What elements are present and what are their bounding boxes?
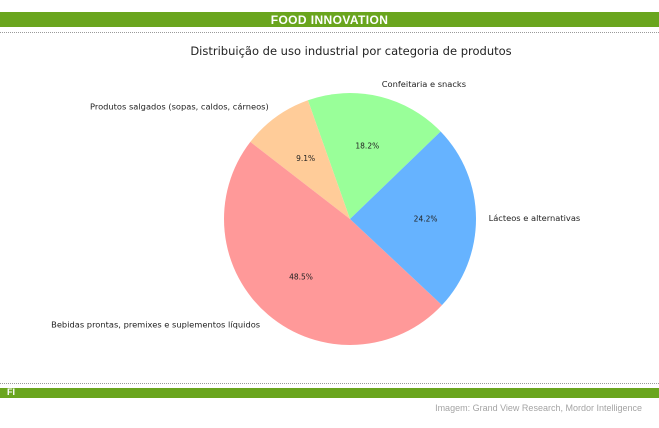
pie-chart: Distribuição de uso industrial por categ… bbox=[51, 44, 581, 346]
slice-category-label: Confeitaria e snacks bbox=[382, 79, 466, 89]
slice-percent-label: 48.5% bbox=[289, 273, 313, 282]
header-title: FOOD INNOVATION bbox=[270, 12, 389, 27]
image-credit: Imagem: Grand View Research, Mordor Inte… bbox=[435, 403, 642, 413]
slice-category-label: Bebidas prontas, premixes e suplementos … bbox=[51, 320, 260, 330]
pie-slice bbox=[250, 100, 350, 219]
footer-divider bbox=[0, 383, 659, 384]
footer-logo: FI bbox=[7, 387, 15, 397]
pie-slice bbox=[350, 131, 477, 306]
slice-percent-label: 9.1% bbox=[296, 154, 315, 163]
pie-slice bbox=[307, 93, 441, 219]
pie-slice bbox=[223, 141, 442, 346]
header-divider bbox=[0, 32, 659, 33]
slice-category-label: Produtos salgados (sopas, caldos, cárneo… bbox=[90, 102, 269, 112]
slice-category-label: Lácteos e alternativas bbox=[489, 213, 581, 223]
footer-bar: FI bbox=[0, 387, 659, 398]
header-bar: FOOD INNOVATION bbox=[0, 12, 659, 27]
chart-title: Distribuição de uso industrial por categ… bbox=[190, 44, 511, 58]
slice-percent-label: 24.2% bbox=[414, 214, 438, 223]
slice-percent-label: 18.2% bbox=[355, 141, 379, 150]
